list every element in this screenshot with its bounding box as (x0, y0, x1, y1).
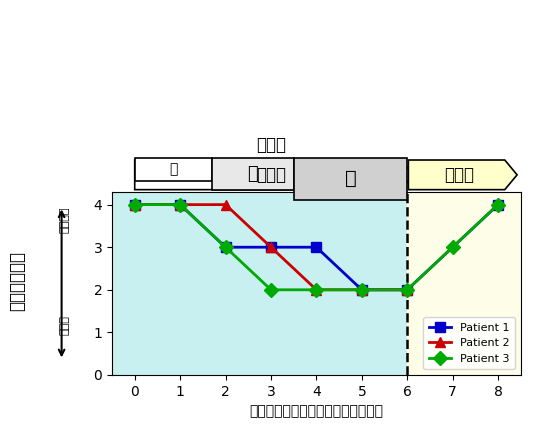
Text: 投与後: 投与後 (444, 166, 474, 184)
Text: （ひどい: （ひどい (59, 207, 69, 233)
Patient 1 (177, 202, 184, 207)
Text: 高: 高 (344, 169, 356, 188)
Patient 2 (268, 245, 274, 250)
X-axis label: フェニルブチレート投与開始後月数: フェニルブチレート投与開始後月数 (249, 404, 384, 418)
Bar (212, 158, 293, 190)
Text: 投与中: 投与中 (256, 166, 286, 184)
Patient 2 (358, 287, 365, 293)
Text: 薬剤量: 薬剤量 (256, 136, 286, 154)
Patient 1 (222, 245, 229, 250)
Patient 3 (132, 202, 138, 207)
Text: 中: 中 (248, 165, 258, 183)
Patient 3 (404, 287, 410, 293)
Text: 低: 低 (169, 162, 178, 176)
Patient 2 (132, 202, 138, 207)
Patient 3 (358, 287, 365, 293)
Patient 1 (358, 287, 365, 293)
Line: Patient 2: Patient 2 (130, 200, 412, 295)
Bar (293, 158, 407, 200)
Patient 1 (313, 245, 320, 250)
FancyArrow shape (408, 160, 517, 190)
Patient 3 (222, 245, 229, 250)
Text: かゆみの程度: かゆみの程度 (8, 251, 26, 311)
Patient 3 (494, 202, 501, 207)
Patient 2 (222, 202, 229, 207)
Text: 軽い）: 軽い） (59, 315, 69, 335)
Patient 1 (494, 202, 501, 207)
Patient 3 (268, 287, 274, 293)
Patient 2 (404, 287, 410, 293)
Patient 3 (449, 245, 456, 250)
Line: Patient 1: Patient 1 (130, 200, 503, 295)
Patient 1 (404, 287, 410, 293)
Line: Patient 3: Patient 3 (130, 200, 503, 295)
FancyArrow shape (135, 160, 413, 190)
Patient 2 (313, 287, 320, 293)
Bar (407, 192, 521, 375)
Legend: Patient 1, Patient 2, Patient 3: Patient 1, Patient 2, Patient 3 (423, 317, 515, 369)
Patient 2 (177, 202, 184, 207)
Bar (135, 158, 212, 181)
Patient 3 (313, 287, 320, 293)
Patient 1 (132, 202, 138, 207)
Patient 3 (177, 202, 184, 207)
Patient 1 (268, 245, 274, 250)
